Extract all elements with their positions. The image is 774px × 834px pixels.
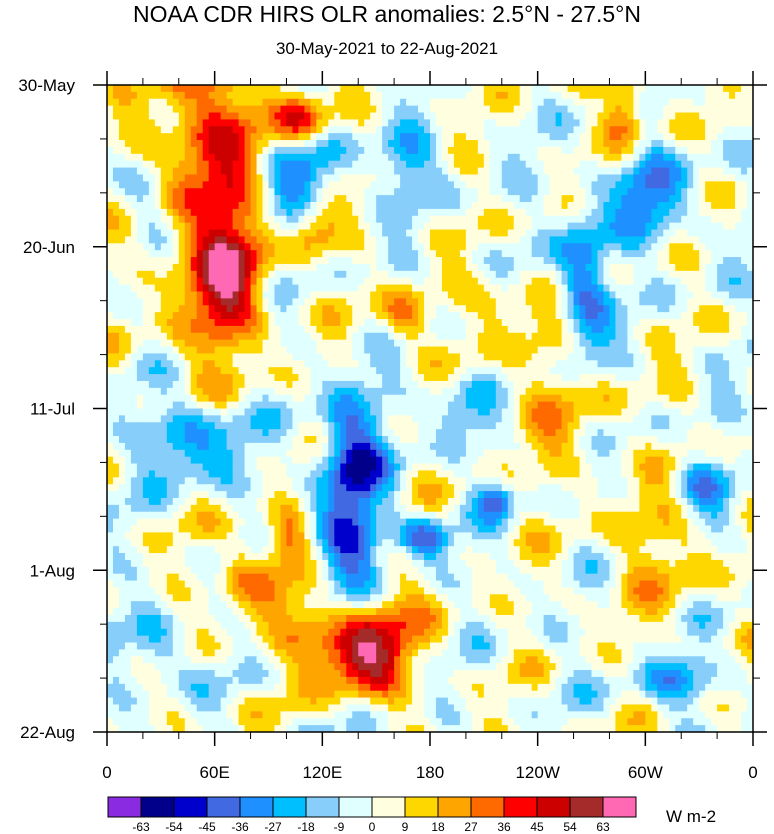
colorbar-tick-label: 54 bbox=[563, 820, 577, 834]
colorbar-tick-label: 9 bbox=[402, 820, 409, 834]
colorbar-tick-label: -63 bbox=[132, 820, 150, 834]
x-tick-label: 60E bbox=[200, 763, 230, 782]
colorbar-swatch bbox=[338, 796, 373, 818]
colorbar-swatch bbox=[470, 796, 505, 818]
chart-title: NOAA CDR HIRS OLR anomalies: 2.5°N - 27.… bbox=[133, 1, 641, 27]
colorbar-swatch bbox=[503, 796, 538, 818]
colorbar-tick-label: 36 bbox=[497, 820, 511, 834]
colorbar-units-label: W m-2 bbox=[666, 807, 716, 826]
anomaly-field bbox=[107, 85, 753, 732]
colorbar-swatch bbox=[140, 796, 175, 818]
colorbar-tick-label: -18 bbox=[297, 820, 315, 834]
colorbar-tick-label: 18 bbox=[431, 820, 445, 834]
colorbar-swatch bbox=[536, 796, 571, 818]
x-axis: 0 60E 120E 180 120W 60W 0 bbox=[102, 71, 758, 782]
colorbar-tick-label: -27 bbox=[264, 820, 282, 834]
colorbar-swatch bbox=[272, 796, 307, 818]
y-tick-label: 20-Jun bbox=[23, 238, 75, 257]
colorbar-swatch bbox=[371, 796, 406, 818]
colorbar-tick-label: -36 bbox=[231, 820, 249, 834]
colorbar-tick-label: 63 bbox=[596, 820, 610, 834]
colorbar-tick-label: -54 bbox=[165, 820, 183, 834]
x-tick-label: 180 bbox=[416, 763, 444, 782]
x-tick-label: 60W bbox=[628, 763, 663, 782]
y-tick-label: 11-Jul bbox=[30, 400, 75, 419]
colorbar-tick-label: -9 bbox=[334, 820, 345, 834]
x-tick-label: 120E bbox=[302, 763, 342, 782]
colorbar-swatch bbox=[305, 796, 340, 818]
chart-subtitle: 30-May-2021 to 22-Aug-2021 bbox=[275, 39, 499, 58]
colorbar-swatch bbox=[437, 796, 472, 818]
colorbar-tick-label: 45 bbox=[530, 820, 544, 834]
y-tick-label: 1-Aug bbox=[30, 561, 75, 580]
y-tick-label: 22-Aug bbox=[20, 723, 75, 742]
colorbar-swatch bbox=[404, 796, 439, 818]
x-tick-label: 0 bbox=[102, 763, 111, 782]
colorbar-tick-label: 0 bbox=[369, 820, 376, 834]
y-tick-label: 30-May bbox=[18, 76, 75, 95]
x-tick-label: 0 bbox=[748, 763, 757, 782]
colorbar-swatch bbox=[107, 796, 142, 818]
colorbar-swatch bbox=[206, 796, 241, 818]
colorbar-tick-label: 27 bbox=[464, 820, 478, 834]
colorbar-swatch bbox=[569, 796, 604, 818]
colorbar-swatch bbox=[173, 796, 208, 818]
y-axis: 30-May 20-Jun 11-Jul 1-Aug 22-Aug bbox=[18, 76, 767, 742]
colorbar-swatch bbox=[239, 796, 274, 818]
colorbar-swatch bbox=[602, 796, 637, 818]
x-tick-label: 120W bbox=[515, 763, 559, 782]
colorbar: -63 -54 -45 -36 -27 -18 -9 0 9 18 27 36 45 54 63 W m-2 bbox=[107, 796, 716, 834]
colorbar-tick-label: -45 bbox=[198, 820, 216, 834]
